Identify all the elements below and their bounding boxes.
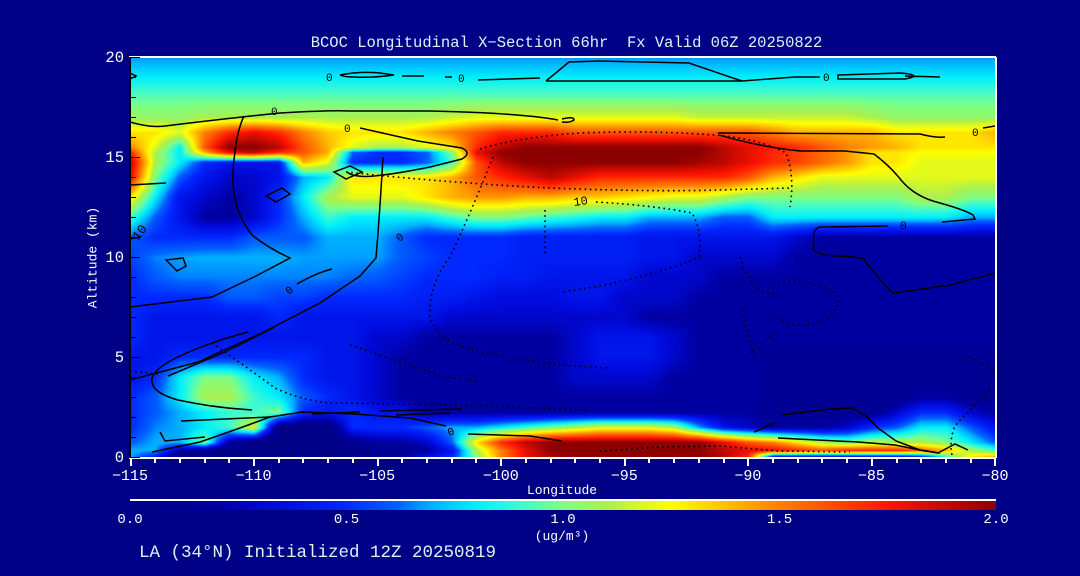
svg-text:0: 0 <box>326 73 333 85</box>
svg-text:0: 0 <box>271 107 278 119</box>
svg-text:0: 0 <box>823 73 830 85</box>
svg-text:10: 10 <box>573 194 589 210</box>
svg-text:0: 0 <box>344 124 351 136</box>
svg-text:0: 0 <box>458 74 465 86</box>
svg-text:0: 0 <box>972 128 979 140</box>
svg-text:0: 0 <box>284 285 297 298</box>
svg-text:10: 10 <box>130 222 151 244</box>
svg-text:0: 0 <box>446 426 456 440</box>
svg-text:0: 0 <box>394 232 406 246</box>
svg-text:0: 0 <box>900 221 907 233</box>
